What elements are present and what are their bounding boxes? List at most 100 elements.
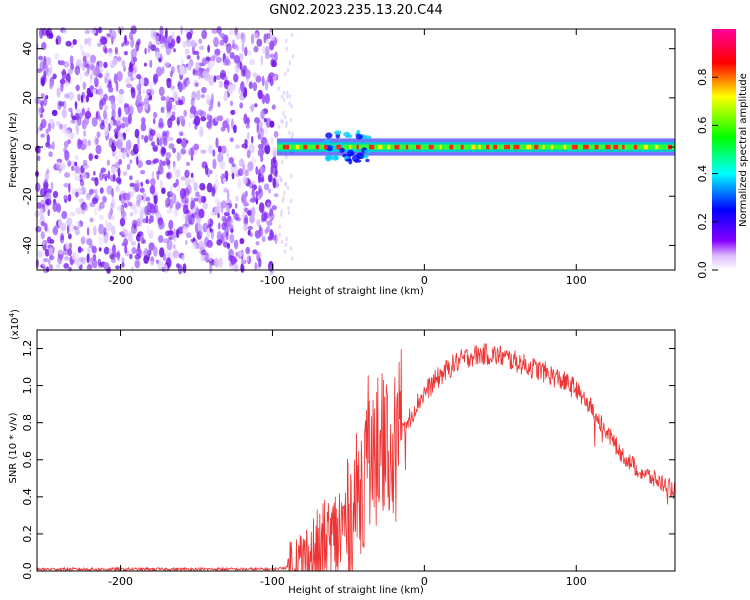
noise-blob <box>204 72 211 82</box>
noise-blob <box>253 45 259 53</box>
noise-blob <box>260 109 265 120</box>
noise-blob <box>197 109 204 116</box>
noise-blob <box>161 66 165 74</box>
noise-blob <box>180 95 186 105</box>
noise-blob <box>145 179 150 185</box>
noise-blob <box>75 125 79 135</box>
noise-blob <box>107 170 111 180</box>
noise-blob <box>132 63 138 74</box>
noise-blob <box>185 39 192 48</box>
noise-blob <box>84 64 91 69</box>
noise-blob <box>131 87 136 99</box>
noise-blob <box>153 246 158 257</box>
noise-blob <box>184 48 190 55</box>
scale-factor-base: (x10 <box>10 317 21 340</box>
noise-blob <box>291 32 294 38</box>
noise-blob <box>75 221 81 230</box>
noise-blob <box>165 152 172 159</box>
noise-blob <box>170 185 173 197</box>
noise-blob <box>278 174 281 180</box>
noise-blob <box>111 166 116 174</box>
noise-blob <box>74 122 79 131</box>
snr-scale-factor: (x104) <box>8 309 21 340</box>
noise-blob <box>190 39 196 48</box>
noise-blob <box>235 32 241 40</box>
noise-blob <box>178 115 185 122</box>
noise-blob <box>205 56 211 62</box>
noise-blob <box>83 130 86 137</box>
noise-blob <box>75 84 80 92</box>
noise-blob <box>51 141 55 151</box>
colorbar-ticks: 0.0 0.2 0.4 0.6 0.8 <box>696 68 718 279</box>
scale-factor-exponent: 4 <box>8 312 16 317</box>
noise-blob <box>93 135 97 146</box>
signal-peak <box>572 144 578 150</box>
noise-blob <box>95 64 99 73</box>
noise-blob <box>244 139 249 145</box>
signal-peak <box>428 144 434 150</box>
noise-blob <box>280 119 283 124</box>
noise-blob <box>200 116 207 122</box>
noise-blob <box>134 260 140 268</box>
noise-blob <box>104 47 108 54</box>
noise-blob <box>152 118 156 125</box>
noise-blob <box>116 118 123 126</box>
noise-blob <box>68 233 72 240</box>
noise-blob <box>182 40 187 49</box>
noise-blob <box>158 86 165 97</box>
noise-blob <box>103 127 109 137</box>
noise-blob <box>123 202 128 208</box>
noise-blob <box>254 103 258 108</box>
noise-blob <box>207 218 214 227</box>
noise-blob <box>78 112 83 120</box>
noise-blob <box>99 187 104 194</box>
noise-blob <box>208 114 213 123</box>
noise-blob <box>47 122 52 132</box>
noise-blob <box>44 222 48 232</box>
noise-blob <box>205 67 210 73</box>
noise-blob <box>126 163 131 170</box>
noise-blob <box>170 70 173 78</box>
noise-blob <box>153 111 157 119</box>
y-tick-label: 0.4 <box>21 488 34 506</box>
noise-blob <box>240 81 245 92</box>
colorbar-tick-label: 0.4 <box>696 165 709 183</box>
noise-blob <box>134 257 141 269</box>
noise-blob <box>286 90 289 95</box>
noise-blob <box>143 247 150 258</box>
noise-blob <box>99 89 104 100</box>
noise-blob <box>74 65 81 76</box>
noise-blob <box>149 203 156 214</box>
snr-y-ticks: 0.0 0.2 0.4 0.6 0.8 1.0 1.2 <box>21 340 675 580</box>
noise-blob <box>229 137 234 143</box>
noise-blob <box>287 210 291 216</box>
noise-blob <box>222 241 229 248</box>
noise-blob <box>109 60 115 68</box>
noise-blob <box>231 118 234 130</box>
noise-blob <box>54 53 60 60</box>
noise-blob <box>251 135 254 144</box>
noise-blob <box>158 235 164 243</box>
noise-blob <box>244 207 249 214</box>
noise-blob <box>258 185 262 194</box>
noise-blob <box>141 117 146 124</box>
noise-blob <box>146 210 152 216</box>
noise-blob <box>256 38 263 47</box>
noise-blob <box>263 126 268 135</box>
noise-blob <box>106 33 112 38</box>
noise-blob <box>227 242 230 250</box>
noise-blob <box>148 233 152 239</box>
noise-blob <box>233 258 238 263</box>
noise-blob <box>181 254 185 261</box>
noise-blob <box>123 171 127 176</box>
colorbar-tick-label: 0.0 <box>696 261 709 279</box>
noise-blob <box>217 222 221 230</box>
noise-blob <box>44 170 50 182</box>
noise-blob <box>161 35 168 44</box>
noise-blob <box>257 173 261 184</box>
noise-blob <box>207 44 211 53</box>
noise-blob <box>188 113 195 119</box>
noise-blob <box>99 214 104 221</box>
noise-blob <box>46 56 52 66</box>
x-tick-label: 0 <box>421 274 428 287</box>
